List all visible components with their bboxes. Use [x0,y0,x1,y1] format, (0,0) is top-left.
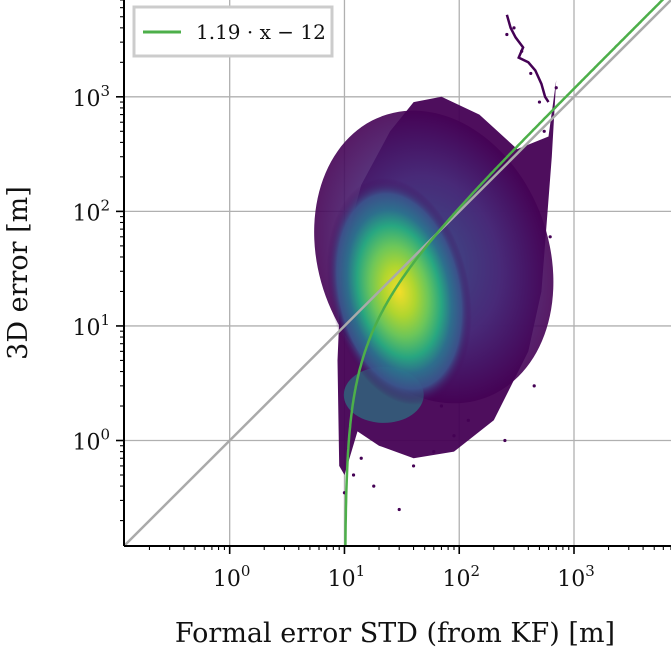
scatter-point [505,32,509,37]
axes [116,0,671,554]
identity-line [124,0,671,546]
lines [124,0,671,546]
y-tick-label: 103 [72,82,110,112]
scatter-point [452,434,456,438]
scatter-point [439,404,444,408]
scatter-point [432,450,436,454]
scatter-point [532,384,536,388]
x-tick-label: 100 [213,562,251,592]
scatter-point [351,473,356,477]
y-axis-label: 3D error [m] [3,186,34,360]
density-cloud [314,14,558,512]
y-tick-label: 102 [72,196,110,226]
scatter-point [529,71,533,76]
legend-label-fit: 1.19 · x − 12 [196,20,326,44]
x-axis-label: Formal error STD (from KF) [m] [175,618,615,649]
scatter-point [503,438,507,443]
legend: 1.19 · x − 12 [132,5,334,58]
scatter-point [359,456,363,460]
scatter-point [537,100,542,104]
x-tick-label: 102 [442,562,480,592]
scatter-point [466,418,470,422]
scatter-point [554,86,558,90]
y-tick-label: 101 [72,311,110,341]
scatter-point [397,507,401,512]
scatter-point [542,129,546,133]
x-tick-label: 103 [557,562,595,592]
scatter-point [512,26,516,30]
scatter-trail [505,14,550,103]
x-tick-label: 101 [328,562,366,592]
scatter-point [411,464,416,468]
fit-line [344,0,665,546]
scatter-point [372,484,376,488]
y-tick-label: 100 [72,426,110,456]
tick-labels: 100 101 102 103 100 101 102 103 [72,82,594,592]
scatter-point [548,235,552,239]
